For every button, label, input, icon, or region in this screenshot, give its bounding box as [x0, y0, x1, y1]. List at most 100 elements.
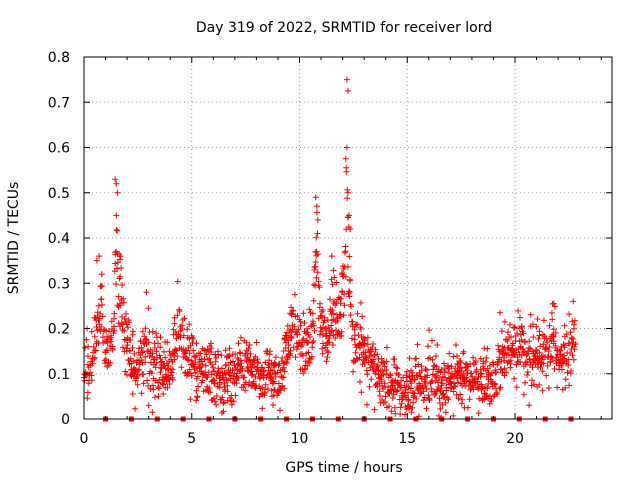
- data-point: [169, 376, 176, 383]
- data-point: [420, 388, 427, 395]
- data-point: [540, 317, 547, 324]
- data-point: [428, 379, 435, 386]
- data-point: [374, 351, 381, 358]
- data-point: [520, 349, 527, 356]
- data-point: [520, 391, 527, 398]
- data-point: [398, 400, 405, 407]
- data-point: [107, 359, 114, 366]
- data-point: [147, 385, 154, 392]
- data-point: [300, 310, 307, 317]
- data-point: [342, 155, 349, 162]
- data-point: [224, 388, 231, 395]
- data-point: [160, 381, 167, 388]
- data-point: [260, 374, 267, 381]
- data-point: [552, 342, 559, 349]
- data-point: [162, 354, 169, 361]
- data-point: [353, 322, 359, 328]
- data-point: [569, 352, 576, 359]
- data-point: [329, 281, 336, 288]
- data-point: [530, 334, 537, 341]
- data-point: [548, 309, 555, 316]
- data-point: [503, 369, 510, 376]
- data-point: [317, 300, 323, 307]
- data-point: [565, 362, 572, 369]
- data-point: [248, 368, 254, 375]
- data-point: [478, 370, 485, 377]
- data-point: [171, 320, 178, 327]
- data-point: [366, 383, 373, 390]
- data-point: [342, 273, 349, 280]
- data-point: [262, 381, 269, 388]
- data-point: [287, 310, 294, 317]
- data-point: [219, 394, 226, 401]
- data-point: [134, 381, 141, 388]
- data-point: [315, 278, 322, 285]
- data-point: [398, 377, 405, 384]
- data-point: [118, 265, 125, 271]
- data-point: [328, 322, 335, 329]
- data-point: [124, 342, 131, 348]
- data-point: [465, 404, 471, 411]
- data-point: [124, 324, 131, 331]
- y-tick-label: 0.1: [48, 367, 70, 383]
- data-point: [510, 324, 517, 331]
- data-point: [275, 380, 282, 387]
- data-point: [404, 368, 410, 375]
- data-point: [319, 345, 326, 352]
- data-point: [90, 343, 97, 350]
- data-point: [527, 311, 534, 318]
- data-point: [305, 349, 312, 356]
- data-point: [114, 227, 121, 234]
- data-point: [562, 384, 569, 391]
- x-axis-label: GPS time / hours: [285, 460, 402, 476]
- data-point: [331, 274, 338, 281]
- data-point: [572, 341, 579, 347]
- data-point: [91, 354, 98, 361]
- data-point: [454, 353, 460, 359]
- data-point: [190, 347, 197, 354]
- data-point: [441, 393, 448, 400]
- data-point: [346, 288, 352, 295]
- data-point: [486, 362, 493, 369]
- data-point: [483, 392, 490, 399]
- data-point: [117, 302, 124, 309]
- data-point: [518, 352, 525, 359]
- data-point: [501, 372, 508, 379]
- data-point: [561, 342, 568, 349]
- data-point: [327, 296, 333, 303]
- data-point: [369, 344, 376, 351]
- data-point: [140, 340, 147, 346]
- data-point: [540, 360, 547, 367]
- data-point: [121, 315, 128, 322]
- data-point: [352, 349, 359, 356]
- data-point: [341, 291, 348, 298]
- data-point: [492, 369, 499, 375]
- data-point: [113, 281, 119, 288]
- data-point: [297, 322, 304, 329]
- data-point: [340, 312, 347, 319]
- data-point: [549, 356, 556, 362]
- data-point: [171, 356, 178, 363]
- data-point: [216, 384, 223, 391]
- data-point: [443, 377, 450, 384]
- data-point: [383, 358, 390, 365]
- data-point: [176, 306, 182, 313]
- data-point: [334, 315, 341, 322]
- data-point: [103, 327, 110, 334]
- data-point: [418, 367, 425, 374]
- data-point: [539, 368, 546, 375]
- data-point: [160, 348, 167, 355]
- data-point: [309, 310, 316, 317]
- data-point: [328, 253, 335, 260]
- data-point: [507, 357, 514, 364]
- data-point: [559, 366, 565, 373]
- data-point: [193, 397, 200, 404]
- data-point: [496, 309, 503, 316]
- data-point: [359, 313, 366, 320]
- data-point: [425, 392, 432, 399]
- data-point: [174, 278, 181, 285]
- data-point: [246, 379, 253, 386]
- data-point: [374, 362, 381, 369]
- data-point: [536, 328, 543, 335]
- data-point: [295, 326, 302, 333]
